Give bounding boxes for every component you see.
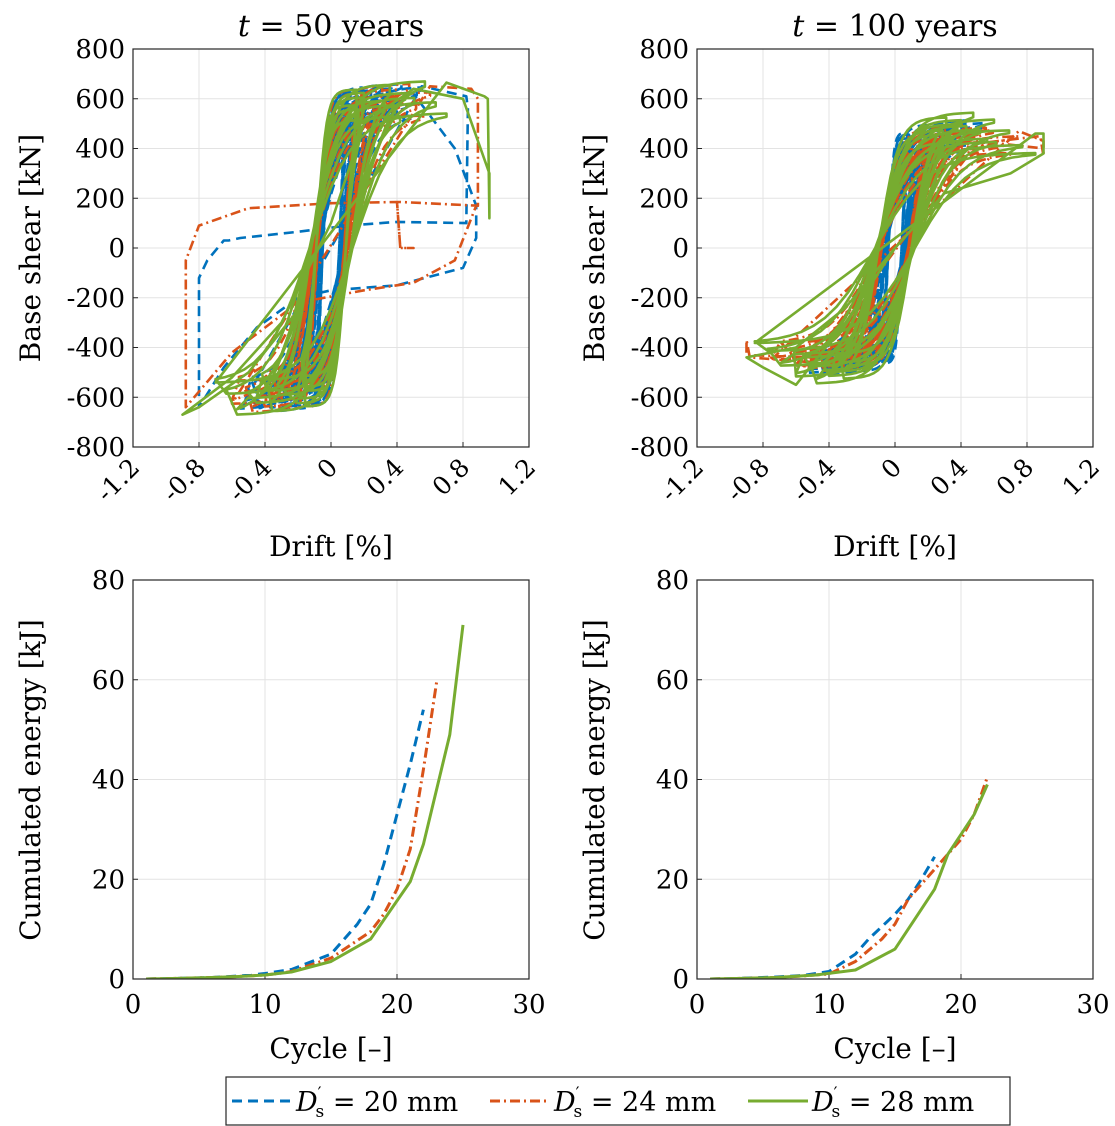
hysteresis-100-series-2 xyxy=(745,111,1045,387)
hysteresis-50-ytick-label: 200 xyxy=(75,184,125,214)
energy-50-series-0 xyxy=(146,709,425,979)
hysteresis-50-panel: t = 50 years -1.2 -0.8 -0.4 0 0.4 0.8 1.2-800-… xyxy=(14,9,541,563)
legend: D′ s = 20 mm D′ s = 24 mm D′ s = 28 mm xyxy=(225,1076,1011,1126)
hysteresis-50-xtick-label: 0.4 xyxy=(361,453,410,502)
energy-50-xtick-label: 0 xyxy=(125,990,142,1020)
hysteresis-100-xtick-label: 1.2 xyxy=(1057,453,1106,502)
hysteresis-100-axes-box xyxy=(696,48,1094,448)
hysteresis-50-series-2 xyxy=(181,80,491,416)
energy-100-xtick-label: 20 xyxy=(944,990,977,1020)
hysteresis-50-ytick-label: -800 xyxy=(67,433,125,463)
energy-100-ytick-label: 20 xyxy=(656,865,689,895)
energy-100-panel: 0 10 20 30 0 20 40 60 80 Cycle [–] Cumulated ene… xyxy=(578,566,1110,1065)
energy-100-ytick-label: 80 xyxy=(656,566,689,596)
hysteresis-50-xtick-label: -0.8 xyxy=(157,453,212,508)
hysteresis-50-xtick-label: 0 xyxy=(311,453,343,485)
hysteresis-100-panel: t = 100 years -1.2 -0.8 -0.4 0 0.4 0.8 1.2-800… xyxy=(578,9,1105,563)
hysteresis-100-series xyxy=(745,111,1045,387)
energy-50-xlabel: Cycle [–] xyxy=(269,1032,392,1065)
energy-50-series xyxy=(146,624,465,979)
hysteresis-50-axes-box xyxy=(132,48,530,448)
hysteresis-100-ytick-label: -200 xyxy=(631,284,689,314)
energy-100-axes-box xyxy=(696,579,1094,980)
energy-100-ytick-label: 60 xyxy=(656,666,689,696)
hysteresis-100-ytick-label: 400 xyxy=(639,135,689,165)
hysteresis-50-ytick-label: 800 xyxy=(75,35,125,65)
energy-50-series-2 xyxy=(146,624,465,979)
hysteresis-50-ytick-label: -600 xyxy=(67,383,125,413)
hysteresis-50-ytick-label: -200 xyxy=(67,284,125,314)
hysteresis-50-ylabel: Base shear [kN] xyxy=(14,134,47,362)
hysteresis-50-xtick-label: 1.2 xyxy=(493,453,542,502)
energy-50-ytick-label: 0 xyxy=(108,965,125,995)
energy-100-series xyxy=(710,776,989,979)
hysteresis-50-title: t = 50 years xyxy=(238,9,424,44)
hysteresis-100-title: t = 100 years xyxy=(792,9,997,44)
hysteresis-100-xtick-label: -0.8 xyxy=(721,453,776,508)
hysteresis-50-series xyxy=(181,80,491,416)
hysteresis-50-ytick-label: -400 xyxy=(67,334,125,364)
hysteresis-50-ytick-label: 600 xyxy=(75,85,125,115)
energy-100-series-2 xyxy=(710,783,989,979)
energy-50-ytick-label: 80 xyxy=(92,566,125,596)
energy-50-ylabel: Cumulated energy [kJ] xyxy=(14,619,47,941)
energy-100-xlabel: Cycle [–] xyxy=(833,1032,956,1065)
energy-100-ytick-label: 40 xyxy=(656,766,689,796)
hysteresis-100-xtick-label: 0.8 xyxy=(991,453,1040,502)
energy-100-xtick-label: 0 xyxy=(689,990,706,1020)
energy-100-ytick-label: 0 xyxy=(672,965,689,995)
hysteresis-100-ytick-label: -600 xyxy=(631,383,689,413)
energy-50-ytick-label: 60 xyxy=(92,666,125,696)
hysteresis-100-ytick-label: -400 xyxy=(631,334,689,364)
energy-50-series-1 xyxy=(146,681,439,979)
energy-50-xtick-label: 30 xyxy=(512,990,545,1020)
hysteresis-100-ytick-label: 0 xyxy=(672,234,689,264)
hysteresis-50-ytick-label: 0 xyxy=(108,234,125,264)
energy-50-xtick-label: 20 xyxy=(380,990,413,1020)
energy-100-ylabel: Cumulated energy [kJ] xyxy=(578,619,611,941)
hysteresis-50-xlabel: Drift [%] xyxy=(269,530,393,563)
hysteresis-100-xlabel: Drift [%] xyxy=(833,530,957,563)
hysteresis-100-ytick-label: 800 xyxy=(639,35,689,65)
energy-50-axes-box xyxy=(132,579,530,980)
hysteresis-100-xtick-label: 0 xyxy=(875,453,907,485)
energy-50-panel: 0 10 20 30 0 20 40 60 80 Cycle [–] Cumulated ene… xyxy=(14,566,546,1065)
energy-50-ytick-label: 20 xyxy=(92,865,125,895)
energy-50-xtick-label: 10 xyxy=(248,990,281,1020)
energy-100-xtick-label: 10 xyxy=(812,990,845,1020)
hysteresis-100-xtick-label: 0.4 xyxy=(925,453,974,502)
hysteresis-50-xtick-label: -0.4 xyxy=(223,453,278,508)
hysteresis-100-xtick-label: -0.4 xyxy=(787,453,842,508)
hysteresis-100-ticks: -1.2 -0.8 -0.4 0 0.4 0.8 1.2-800-600-400-20002… xyxy=(631,35,1106,507)
hysteresis-100-ytick-label: 600 xyxy=(639,85,689,115)
hysteresis-100-ytick-label: -800 xyxy=(631,433,689,463)
legend-label-20mm: D′ s = 20 mm xyxy=(295,1084,458,1122)
hysteresis-100-ytick-label: 200 xyxy=(639,184,689,214)
energy-50-ytick-label: 40 xyxy=(92,766,125,796)
hysteresis-50-xtick-label: 0.8 xyxy=(427,453,476,502)
hysteresis-50-ytick-label: 400 xyxy=(75,135,125,165)
hysteresis-100-ylabel: Base shear [kN] xyxy=(578,134,611,362)
legend-label-28mm: D′ s = 28 mm xyxy=(811,1084,974,1122)
energy-100-ticks: 0 10 20 30 0 20 40 60 80 xyxy=(656,566,1110,1020)
energy-50-ticks: 0 10 20 30 0 20 40 60 80 xyxy=(92,566,546,1020)
legend-box xyxy=(225,1076,1011,1126)
legend-label-24mm: D′ s = 24 mm xyxy=(553,1084,716,1122)
energy-100-xtick-label: 30 xyxy=(1076,990,1109,1020)
